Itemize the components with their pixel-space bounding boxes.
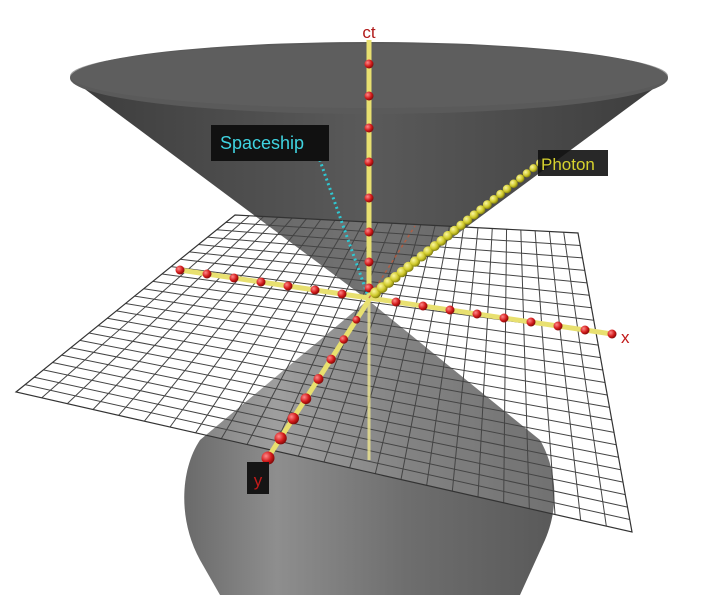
y-axis-marker xyxy=(326,354,336,364)
x-axis-marker xyxy=(607,329,617,339)
photon-bead xyxy=(529,164,538,173)
photon-label-box xyxy=(538,150,608,176)
x-axis-marker xyxy=(229,273,239,283)
photon-bead xyxy=(482,200,492,210)
x-axis-marker xyxy=(418,301,428,311)
photon-bead xyxy=(509,179,518,188)
y-axis-marker xyxy=(261,451,275,465)
x-axis-marker xyxy=(472,309,482,319)
y-axis-marker xyxy=(339,335,348,344)
x-axis-marker xyxy=(175,265,185,275)
y-axis-marker xyxy=(274,432,287,445)
grid-line xyxy=(34,376,628,508)
spaceship-label-group: Spaceship xyxy=(211,125,329,161)
photon-bead xyxy=(456,220,466,230)
photon-bead xyxy=(476,205,486,215)
x-axis-marker xyxy=(580,325,590,335)
photon-bead xyxy=(469,210,479,220)
time-axis-marker xyxy=(364,257,374,267)
x-axis-marker xyxy=(256,277,266,287)
time-axis-marker xyxy=(364,227,374,237)
grid-line xyxy=(534,230,556,515)
photon-bead xyxy=(443,230,453,241)
y-axis-marker xyxy=(287,412,299,425)
x-axis-marker xyxy=(283,281,293,291)
photon-bead xyxy=(516,174,525,183)
x-axis-marker xyxy=(391,297,401,307)
photon-bead xyxy=(489,194,499,204)
y-axis-label-box xyxy=(247,462,269,494)
photon-bead xyxy=(496,189,505,199)
time-axis-marker xyxy=(364,123,374,133)
photon-bead xyxy=(522,169,531,178)
photon-bead xyxy=(449,225,460,236)
photon-label-group: Photon xyxy=(538,150,608,176)
grid-line xyxy=(563,232,607,527)
spaceship-label-box xyxy=(211,125,329,161)
grid-line xyxy=(548,231,582,521)
x-axis-label: x xyxy=(621,328,630,347)
grid-line xyxy=(52,362,624,483)
grid-line xyxy=(43,369,626,496)
time-axis-marker xyxy=(364,193,374,203)
photon-bead xyxy=(463,215,473,225)
time-axis-label: ct xyxy=(362,23,376,42)
grid-line xyxy=(25,384,630,521)
x-axis-marker xyxy=(337,289,347,299)
time-axis-marker xyxy=(364,157,374,167)
x-axis-marker xyxy=(553,321,563,331)
reference-worldline xyxy=(368,225,416,299)
x-axis-marker xyxy=(202,269,212,279)
spaceship-label: Spaceship xyxy=(220,133,304,153)
x-axis-marker xyxy=(499,313,509,323)
y-axis-label: y xyxy=(254,471,263,490)
x-axis-marker xyxy=(526,317,536,327)
time-axis-label-group: ct xyxy=(362,23,376,42)
photon-label: Photon xyxy=(541,155,595,174)
y-axis-label-group: y xyxy=(247,462,269,494)
photon-bead xyxy=(436,236,447,246)
photon-bead xyxy=(429,241,440,251)
x-axis-marker xyxy=(310,285,320,295)
y-axis-marker xyxy=(300,393,312,405)
time-axis-marker xyxy=(364,59,374,69)
y-axis-marker xyxy=(352,315,361,324)
x-axis-marker xyxy=(445,305,455,315)
y-axis-marker xyxy=(313,374,324,384)
time-axis-marker xyxy=(364,91,374,101)
photon-bead xyxy=(502,184,512,194)
